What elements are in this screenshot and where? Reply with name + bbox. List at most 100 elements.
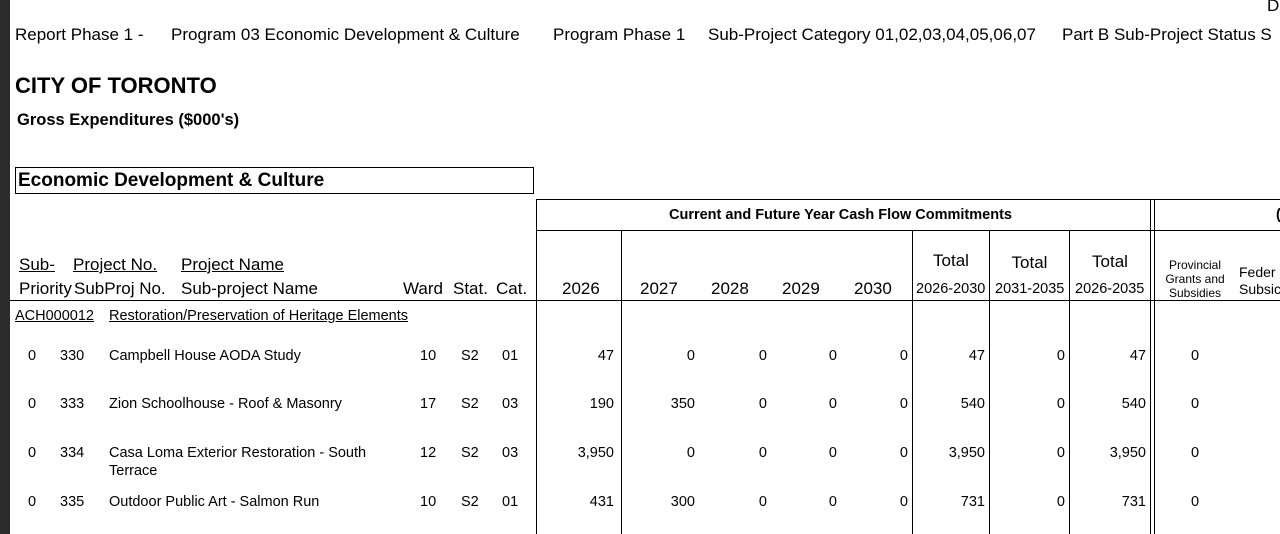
project-name-link[interactable]: Restoration/Preservation of Heritage Ele…: [109, 308, 409, 324]
row-priority: 0: [28, 348, 37, 364]
col-ward: Ward: [403, 279, 443, 298]
page-title: CITY OF TORONTO: [15, 73, 217, 98]
section-title: Economic Development & Culture: [15, 167, 534, 194]
row-2030: 0: [899, 494, 908, 510]
table-top-border: [536, 199, 1280, 200]
row-2030: 0: [899, 445, 908, 461]
col-2027: 2027: [640, 279, 678, 298]
row-subproject-name-line2: Terrace: [109, 463, 158, 479]
row-subproject-name: Outdoor Public Art - Salmon Run: [109, 494, 320, 510]
row-total-2026-2030: 3,950: [948, 445, 985, 461]
row-total-2026-2035: 540: [1121, 396, 1146, 412]
row-ward: 10: [420, 494, 437, 510]
row-subproj-no: 330: [60, 348, 85, 364]
col-project-name: Project Name: [181, 255, 284, 274]
row-total-2031-2035: 0: [1056, 348, 1065, 364]
row-priority: 0: [28, 396, 37, 412]
col-cat: Cat.: [496, 279, 528, 298]
header-bottom-border: [10, 300, 1280, 301]
row-2026: 47: [597, 348, 614, 364]
cash-flow-band-label: Current and Future Year Cash Flow Commit…: [669, 207, 1012, 223]
row-2029: 0: [828, 396, 837, 412]
row-total-2026-2030: 540: [960, 396, 985, 412]
row-provincial: 0: [1190, 445, 1200, 461]
row-ward: 17: [420, 396, 437, 412]
row-total-2026-2035: 731: [1121, 494, 1146, 510]
row-2027: 300: [670, 494, 695, 510]
col-2030: 2030: [854, 279, 892, 298]
band-right-fragment: (: [1276, 207, 1280, 223]
report-page: { "corner_char": "D", "header": { "repor…: [10, 0, 1280, 534]
row-2028: 0: [758, 494, 767, 510]
row-2028: 0: [758, 396, 767, 412]
row-2030: 0: [899, 348, 908, 364]
col-subproject-name: Sub-project Name: [181, 279, 319, 298]
row-subproject-name: Casa Loma Exterior Restoration - South: [109, 445, 367, 461]
col-2029: 2029: [782, 279, 820, 298]
band-bottom-border: [536, 230, 1280, 231]
col-total1-label: Total: [933, 251, 969, 270]
row-cat: 01: [502, 494, 519, 510]
row-provincial: 0: [1190, 348, 1200, 364]
row-2027: 0: [686, 445, 695, 461]
col-total2-label: Total: [1011, 253, 1048, 272]
col-total-2026-2030: 2026-2030: [916, 281, 986, 297]
row-2027: 350: [670, 396, 695, 412]
program-phase-label: Program Phase 1: [553, 25, 686, 44]
row-2029: 0: [828, 494, 837, 510]
col-subproj-no: SubProj No.: [74, 279, 166, 298]
col-federal-line1: Feder: [1239, 264, 1276, 280]
col-total-2026-2035: 2026-2035: [1075, 281, 1145, 297]
col-divider-total3-left: [1069, 230, 1070, 534]
row-2029: 0: [828, 445, 837, 461]
col-total-2031-2035: 2031-2035: [995, 281, 1065, 297]
col-divider-total1-left: [912, 230, 913, 534]
row-subproject-name: Campbell House AODA Study: [109, 348, 301, 364]
row-2028: 0: [758, 348, 767, 364]
row-priority: 0: [28, 494, 37, 510]
program-label: Program 03 Economic Development & Cultur…: [171, 25, 520, 44]
row-2030: 0: [899, 396, 908, 412]
col-total3-label: Total: [1092, 252, 1128, 271]
col-divider-2026-left: [536, 199, 537, 534]
col-sub: Sub-: [19, 255, 55, 274]
row-total-2026-2035: 47: [1129, 348, 1146, 364]
row-provincial: 0: [1190, 494, 1200, 510]
report-phase-label: Report Phase 1 -: [15, 25, 144, 44]
row-stat: S2: [461, 348, 479, 364]
row-total-2026-2035: 3,950: [1109, 445, 1146, 461]
row-provincial: 0: [1190, 396, 1200, 412]
col-project-no: Project No.: [73, 255, 158, 274]
part-b-status-label: Part B Sub-Project Status S: [1062, 25, 1272, 44]
col-2026: 2026: [562, 279, 600, 298]
row-total-2031-2035: 0: [1056, 445, 1065, 461]
row-total-2031-2035: 0: [1056, 396, 1065, 412]
row-2027: 0: [686, 348, 695, 364]
col-divider-double-a: [1150, 199, 1151, 534]
row-stat: S2: [461, 494, 479, 510]
row-cat: 03: [502, 445, 519, 461]
row-2029: 0: [828, 348, 837, 364]
col-divider-2026-right: [621, 230, 622, 534]
col-provincial-line3: Subsidies: [1168, 286, 1222, 300]
page-subtitle: Gross Expenditures ($000's): [17, 111, 240, 129]
row-cat: 01: [502, 348, 519, 364]
row-stat: S2: [461, 445, 479, 461]
row-stat: S2: [461, 396, 479, 412]
row-total-2026-2030: 731: [960, 494, 985, 510]
row-subproj-no: 335: [60, 494, 85, 510]
row-total-2031-2035: 0: [1056, 494, 1065, 510]
col-divider-total2-left: [989, 230, 990, 534]
col-2028: 2028: [711, 279, 749, 298]
row-total-2026-2030: 47: [968, 348, 985, 364]
row-subproj-no: 334: [60, 445, 85, 461]
row-subproj-no: 333: [60, 396, 85, 412]
row-2026: 190: [589, 396, 614, 412]
col-federal-line2: Subsic: [1239, 281, 1280, 297]
col-provincial-line1: Provincial: [1168, 258, 1222, 272]
project-number-link[interactable]: ACH000012: [15, 308, 94, 324]
row-2026: 431: [589, 494, 614, 510]
row-ward: 10: [420, 348, 437, 364]
col-stat: Stat.: [453, 279, 488, 298]
col-provincial-line2: Grants and: [1165, 272, 1225, 286]
